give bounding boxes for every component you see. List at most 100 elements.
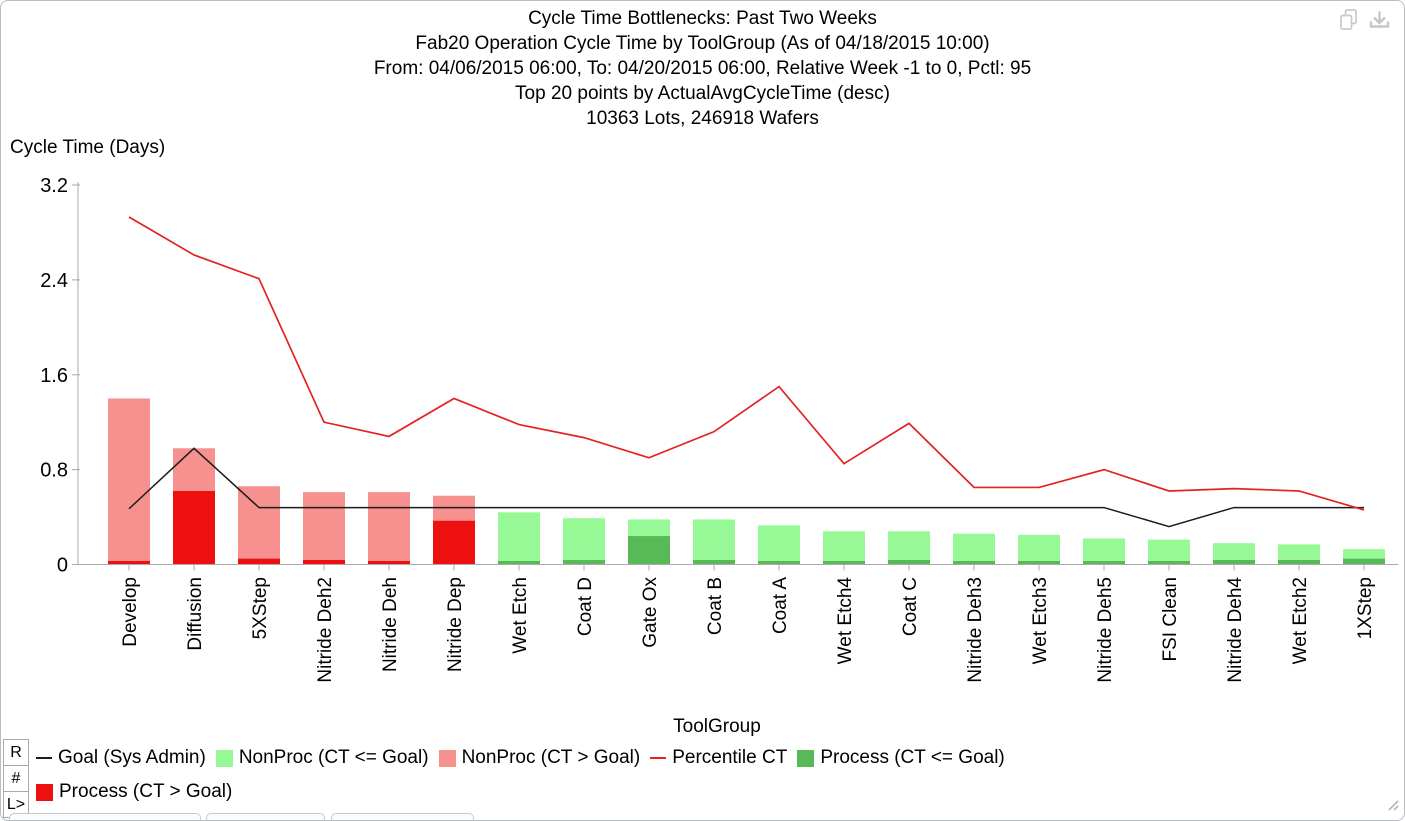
bar-segment[interactable] <box>693 519 735 560</box>
x-category-label[interactable]: Nitride Deh4 <box>1225 577 1246 683</box>
legend-row: Goal (Sys Admin) NonProc (CT <= Goal) NonP… <box>36 747 1404 769</box>
x-category-label[interactable]: Nitride Deh <box>380 577 401 672</box>
bar-segment[interactable] <box>498 512 540 561</box>
legend-item[interactable]: NonProc (CT <= Goal) <box>215 747 429 769</box>
chart-subtitle-1: Fab20 Operation Cycle Time by ToolGroup … <box>415 33 990 54</box>
chart-subtitle-3: Top 20 points by ActualAvgCycleTime (des… <box>515 83 890 104</box>
x-category-label[interactable]: Wet Etch2 <box>1290 577 1311 664</box>
bar-segment[interactable] <box>1018 560 1060 565</box>
download-icon[interactable] <box>1367 7 1392 33</box>
x-category-label[interactable]: Wet Etch3 <box>1030 577 1051 664</box>
legend-item[interactable]: Goal (Sys Admin) <box>36 747 206 769</box>
legend-label: Process (CT <= Goal) <box>820 747 1005 768</box>
legend-item[interactable]: Percentile CT <box>650 747 787 769</box>
x-category-label[interactable]: Diffusion <box>185 577 206 651</box>
bar-segment[interactable] <box>563 518 605 560</box>
bar-segment[interactable] <box>758 525 800 561</box>
bar-segment[interactable] <box>888 531 930 560</box>
bar-segment[interactable] <box>953 533 995 561</box>
x-category-label[interactable]: Coat B <box>705 577 726 635</box>
bar-segment[interactable] <box>628 519 670 537</box>
bar-segment[interactable] <box>238 486 280 559</box>
bar-segment[interactable] <box>1343 558 1385 565</box>
resize-handle[interactable] <box>1385 797 1399 811</box>
bar-segment[interactable] <box>368 560 410 565</box>
bar-segment[interactable] <box>303 559 345 565</box>
bar-segment[interactable] <box>1148 560 1190 565</box>
bar-segment[interactable] <box>563 559 605 565</box>
x-category-label[interactable]: Wet Etch4 <box>835 577 856 665</box>
bar-segment[interactable] <box>173 490 215 565</box>
legend-swatch-line <box>650 757 667 759</box>
x-category-label[interactable]: 1XStep <box>1355 577 1376 639</box>
legend-swatch-square <box>438 749 456 767</box>
x-category-label[interactable]: Coat D <box>575 577 596 636</box>
legend-label: Percentile CT <box>672 747 788 768</box>
x-category-label[interactable]: Coat C <box>900 577 921 636</box>
x-category-label[interactable]: Develop <box>120 577 141 647</box>
legend-row: Process (CT > Goal) <box>36 781 1404 803</box>
bar-segment[interactable] <box>953 560 995 565</box>
bar-segment[interactable] <box>108 560 150 565</box>
x-category-label[interactable]: 5XStep <box>250 577 271 639</box>
bar-segment[interactable] <box>368 492 410 561</box>
x-category-label[interactable]: Nitride Deh3 <box>965 577 986 683</box>
side-button-hash[interactable]: # <box>3 765 29 792</box>
x-category-label[interactable]: Nitride Deh2 <box>315 577 336 683</box>
x-category-label[interactable]: Gate Ox <box>640 577 661 648</box>
series-line <box>128 216 1365 511</box>
series-line <box>128 447 1364 528</box>
y-axis-title: Cycle Time (Days) <box>10 137 166 158</box>
bar-segment[interactable] <box>303 492 345 560</box>
toolbar <box>1337 7 1392 33</box>
x-category-label[interactable]: Nitride Deh5 <box>1095 577 1116 683</box>
bottom-tab[interactable] <box>206 813 325 820</box>
y-tick-label: 3.2 <box>40 175 68 197</box>
side-button-r[interactable]: R <box>3 739 29 766</box>
legend-item[interactable]: Process (CT <= Goal) <box>797 747 1005 769</box>
bar-segment[interactable] <box>1278 559 1320 565</box>
bottom-tab[interactable] <box>9 813 201 820</box>
bar-segment[interactable] <box>693 559 735 565</box>
bar-segment[interactable] <box>1213 559 1255 565</box>
x-category-label[interactable]: Nitride Dep <box>445 577 466 672</box>
bar-segment[interactable] <box>1148 539 1190 561</box>
chart-title: Cycle Time Bottlenecks: Past Two Weeks <box>528 8 877 29</box>
legend-item[interactable]: Process (CT > Goal) <box>36 781 232 803</box>
bar-segment[interactable] <box>108 398 150 561</box>
bar-segment[interactable] <box>823 531 865 561</box>
bar-segment[interactable] <box>1083 560 1125 565</box>
bar-segment[interactable] <box>1343 549 1385 559</box>
legend-swatch-square <box>36 783 53 801</box>
legend-swatch-line <box>36 757 52 759</box>
x-category-label[interactable]: Wet Etch <box>510 577 531 654</box>
x-category-label[interactable]: Coat A <box>770 577 791 634</box>
bar-segment[interactable] <box>173 448 215 491</box>
bar-segment[interactable] <box>1278 544 1320 560</box>
bar-segment[interactable] <box>888 559 930 565</box>
x-axis-title: ToolGroup <box>673 716 761 737</box>
bar-segment[interactable] <box>1213 543 1255 560</box>
y-tick-label: 2.4 <box>40 270 68 292</box>
legend: Goal (Sys Admin) NonProc (CT <= Goal) NonP… <box>36 738 1404 803</box>
bar-segment[interactable] <box>238 558 280 565</box>
chart-subtitle-4: 10363 Lots, 246918 Wafers <box>586 108 819 129</box>
bottom-tab[interactable] <box>331 813 474 820</box>
chart-subtitle-2: From: 04/06/2015 06:00, To: 04/20/2015 0… <box>373 58 1032 79</box>
bar-segment[interactable] <box>433 520 475 565</box>
bar-segment[interactable] <box>1083 538 1125 561</box>
bar-segment[interactable] <box>823 560 865 565</box>
x-category-label[interactable]: FSI Clean <box>1160 577 1181 661</box>
legend-item[interactable]: NonProc (CT > Goal) <box>438 747 641 769</box>
copy-icon[interactable] <box>1337 7 1361 33</box>
legend-label: Goal (Sys Admin) <box>58 747 206 768</box>
y-tick-label: 0 <box>57 555 68 577</box>
bar-segment[interactable] <box>758 560 800 565</box>
legend-swatch-square <box>215 749 233 767</box>
bar-segment[interactable] <box>498 560 540 565</box>
legend-label: NonProc (CT > Goal) <box>461 747 641 768</box>
side-button-column: R # L> <box>3 739 29 818</box>
legend-area: R # L> Goal (Sys Admin) NonProc (CT <= Go… <box>1 738 1404 820</box>
bar-segment[interactable] <box>628 536 670 565</box>
bar-segment[interactable] <box>1018 534 1060 561</box>
